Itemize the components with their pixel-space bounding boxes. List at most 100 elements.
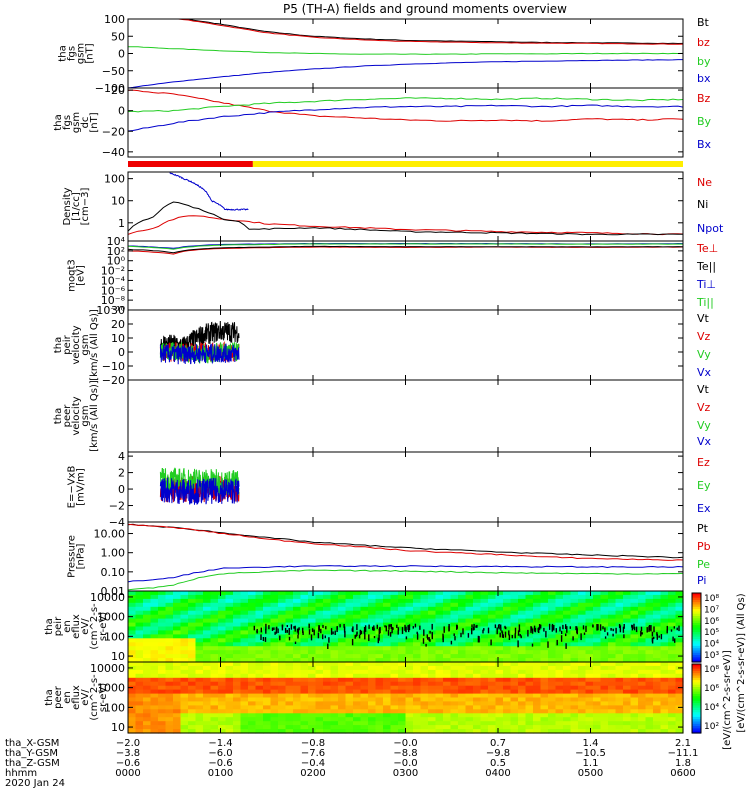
spectrogram-cell <box>473 658 482 663</box>
spectrogram-cell <box>518 689 527 695</box>
spectrogram-cell <box>615 665 624 671</box>
spectrogram-cell <box>225 602 234 608</box>
spectrogram-cell <box>285 591 294 596</box>
spectrogram-cell <box>465 665 474 671</box>
spectrogram-cell <box>525 634 534 639</box>
spectrogram-cell <box>623 717 632 722</box>
spectrogram-cell <box>308 729 317 734</box>
spectrogram-cell <box>510 658 519 663</box>
spectrogram-cell <box>150 591 159 596</box>
spectrogram-cell <box>578 725 587 730</box>
spectrogram-cell <box>413 697 422 702</box>
spectrogram-cell <box>638 594 647 600</box>
spectrogram-cell <box>323 677 332 683</box>
spectrogram-cell <box>533 673 542 679</box>
series-line-temperature-te-- <box>127 245 684 254</box>
spectrogram-cell <box>435 654 444 659</box>
spectrogram-cell <box>675 729 684 734</box>
spectrogram-cell <box>375 705 384 710</box>
series-line-pressure-pb <box>127 523 684 561</box>
spectrogram-cell <box>345 614 354 620</box>
spectrogram-cell <box>278 681 287 687</box>
spectrogram-cell <box>128 689 137 695</box>
spectrogram-cell <box>555 717 564 722</box>
spectrogram-cell <box>623 610 632 616</box>
y-tick-label: 0 <box>118 346 125 359</box>
spectrogram-cell <box>293 681 302 687</box>
x-axis-value: −11.1 <box>668 748 699 759</box>
spectrogram-speck <box>379 627 381 633</box>
spectrogram-cell <box>435 665 444 671</box>
spectrogram-cell <box>330 701 339 706</box>
spectrogram-speck <box>351 628 353 632</box>
spectrogram-cell <box>210 614 219 620</box>
spectrogram-cell <box>180 677 189 683</box>
y-tick-label: 10 <box>111 650 125 663</box>
spectrogram-cell <box>600 638 609 643</box>
spectrogram-cell <box>158 591 167 596</box>
spectrogram-cell <box>443 630 452 635</box>
spectrogram-cell <box>338 689 347 695</box>
spectrogram-cell <box>555 721 564 726</box>
spectrogram-cell <box>270 654 279 659</box>
spectrogram-cell <box>173 709 182 714</box>
spectrogram-speck <box>648 626 650 632</box>
spectrogram-cell <box>338 705 347 710</box>
spectrogram-speck <box>330 628 333 635</box>
y-axis-label-line: eflux <box>71 614 82 639</box>
status-bar <box>128 161 683 167</box>
spectrogram-cell <box>443 638 452 643</box>
spectrogram-cell <box>413 729 422 734</box>
colorbar-frame <box>691 663 702 734</box>
spectrogram-cell <box>210 618 219 624</box>
y-tick-label: 1000 <box>97 611 125 624</box>
spectrogram-cell <box>270 591 279 596</box>
colorbar-cell <box>692 657 701 661</box>
spectrogram-cell <box>600 642 609 647</box>
spectrogram-cell <box>278 642 287 647</box>
spectrogram-speck <box>548 623 551 630</box>
spectrogram-cell <box>645 654 654 659</box>
spectrogram-cell <box>405 654 414 659</box>
spectrogram-cell <box>600 606 609 612</box>
spectrogram-cell <box>480 642 489 647</box>
spectrogram-cell <box>593 705 602 710</box>
spectrogram-cell <box>390 654 399 659</box>
spectrogram-cell <box>555 654 564 659</box>
colorbar-cell <box>692 680 701 683</box>
spectrogram-cell <box>218 618 227 624</box>
spectrogram-cell <box>255 598 264 604</box>
spectrogram-cell <box>615 618 624 624</box>
spectrogram-cell <box>533 685 542 691</box>
spectrogram-cell <box>593 713 602 718</box>
spectrogram-cell <box>420 681 429 687</box>
spectrogram-cell <box>420 602 429 608</box>
spectrogram-cell <box>180 717 189 722</box>
spectrogram-cell <box>255 669 264 675</box>
spectrogram-cell <box>293 610 302 616</box>
spectrogram-cell <box>525 689 534 695</box>
spectrogram-cell <box>488 610 497 616</box>
spectrogram-cell <box>458 622 467 628</box>
spectrogram-cell <box>338 642 347 647</box>
spectrogram-cell <box>255 622 264 628</box>
spectrogram-cell <box>503 677 512 683</box>
spectrogram-cell <box>270 705 279 710</box>
x-axis-value: 0100 <box>208 768 233 779</box>
spectrogram-cell <box>210 717 219 722</box>
spectrogram-cell <box>255 729 264 734</box>
spectrogram-cell <box>435 602 444 608</box>
spectrogram-cell <box>540 650 549 655</box>
y-axis-label-line: [nPa] <box>76 543 87 569</box>
y-axis-label-line: [nT] <box>85 43 96 63</box>
spectrogram-cell <box>578 626 587 631</box>
spectrogram-cell <box>398 594 407 600</box>
spectrogram-cell <box>525 618 534 624</box>
spectrogram-cell <box>165 725 174 730</box>
y-axis-label-line: peir <box>62 334 73 354</box>
spectrogram-cell <box>218 725 227 730</box>
spectrogram-cell <box>443 697 452 702</box>
spectrogram-cell <box>188 626 197 631</box>
spectrogram-cell <box>225 713 234 718</box>
spectrogram-cell <box>375 673 384 679</box>
